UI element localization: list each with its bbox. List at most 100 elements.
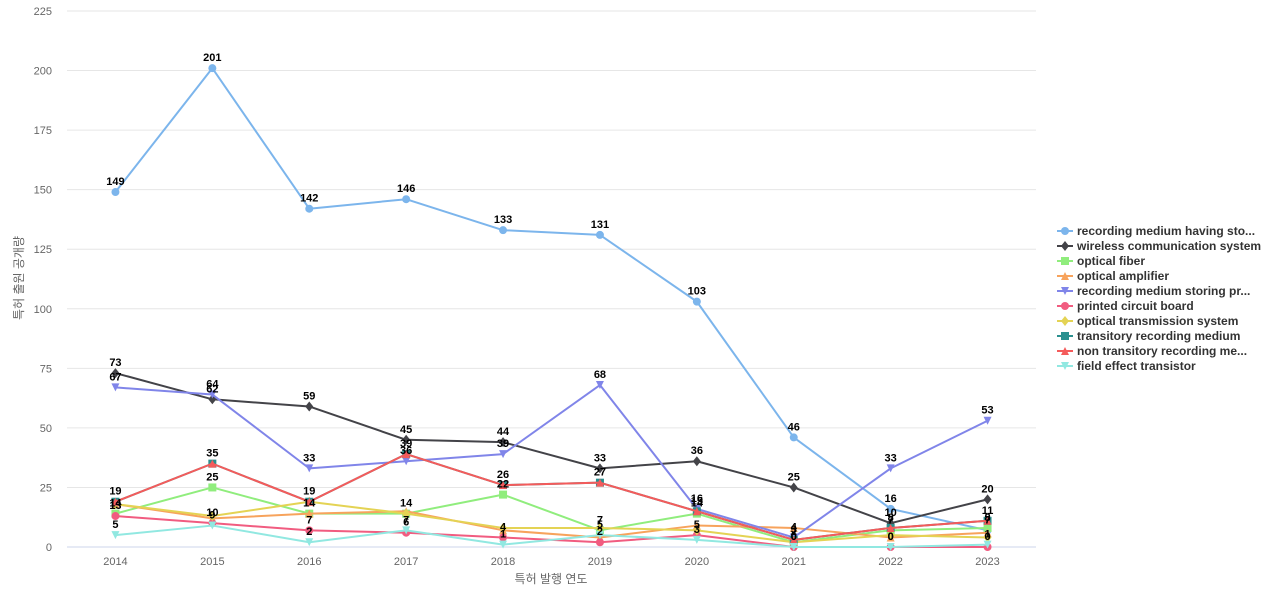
data-point[interactable] [789,433,798,442]
data-point[interactable] [983,532,992,543]
data-point[interactable] [789,482,798,493]
data-point[interactable] [886,464,895,473]
legend-marker[interactable] [1061,332,1069,340]
legend-label: field effect transistor [1077,359,1196,373]
data-point[interactable] [305,204,314,213]
data-point[interactable] [305,401,314,412]
series-line[interactable] [115,384,988,539]
legend-label: wireless communication system [1076,239,1261,253]
series-line[interactable] [115,500,988,544]
legend-item[interactable]: field effect transistor [1057,359,1196,373]
data-point[interactable] [305,497,314,506]
data-point[interactable] [499,226,508,235]
y-tick-label: 175 [34,125,52,137]
data-point[interactable] [208,64,217,73]
legend-marker[interactable] [1061,287,1069,295]
data-point[interactable] [983,494,992,505]
data-point[interactable] [305,538,314,547]
legend-item[interactable]: optical fiber [1057,254,1145,268]
data-point[interactable] [595,230,604,239]
legend-item[interactable]: recording medium storing pr... [1057,284,1250,298]
data-point[interactable] [886,504,895,513]
data-point[interactable] [789,535,798,544]
data-point[interactable] [595,531,604,540]
legend-label: optical fiber [1077,254,1145,268]
data-point[interactable] [499,490,508,499]
data-point[interactable] [983,516,992,525]
data-point[interactable] [499,522,508,533]
data-point[interactable] [692,525,701,536]
data-point[interactable] [111,368,120,379]
legend[interactable]: recording medium having sto...wireless c… [1057,224,1261,373]
legend-item[interactable]: wireless communication system [1057,239,1261,253]
data-label: 25 [788,471,800,483]
data-point[interactable] [499,481,508,490]
data-point[interactable] [499,437,508,448]
legend-marker[interactable] [1061,302,1069,310]
legend-marker[interactable] [1061,257,1069,265]
legend-marker[interactable] [1061,241,1069,251]
series-line[interactable] [115,486,988,544]
data-label: 146 [397,183,415,195]
data-point[interactable] [499,533,508,542]
data-point[interactable] [111,383,120,392]
data-point[interactable] [402,508,411,519]
data-point[interactable] [886,530,895,541]
data-point[interactable] [983,540,992,549]
data-point[interactable] [305,526,314,535]
legend-item[interactable]: optical transmission system [1057,314,1238,328]
data-point[interactable] [595,538,604,547]
data-point[interactable] [402,434,411,445]
data-label: 68 [594,369,606,381]
data-point[interactable] [983,523,992,532]
legend-item[interactable]: non transitory recording me... [1057,344,1247,358]
data-point[interactable] [111,512,120,521]
data-point[interactable] [208,390,217,399]
data-point[interactable] [208,511,217,522]
legend-item[interactable]: printed circuit board [1057,299,1194,313]
legend-item[interactable]: optical amplifier [1057,269,1169,283]
legend-marker[interactable] [1061,316,1069,326]
data-point[interactable] [886,543,895,551]
series-line[interactable] [114,67,988,532]
data-point[interactable] [208,483,217,492]
data-point[interactable] [595,463,604,474]
data-point[interactable] [595,478,604,487]
data-point[interactable] [789,523,798,532]
data-label: 53 [981,405,993,417]
data-point[interactable] [305,509,314,518]
data-point[interactable] [208,459,217,468]
data-point[interactable] [499,540,508,549]
data-point[interactable] [111,188,120,197]
legend-marker[interactable] [1061,227,1069,235]
data-point[interactable] [692,456,701,467]
data-point[interactable] [595,381,604,390]
data-point[interactable] [402,450,411,459]
legend-item[interactable]: transitory recording medium [1057,329,1240,343]
data-point[interactable] [692,297,701,306]
data-point[interactable] [499,450,508,459]
series-line[interactable] [115,503,988,539]
data-point[interactable] [886,523,895,532]
series-line[interactable] [115,453,988,541]
data-point[interactable] [789,543,798,551]
legend-item[interactable]: recording medium having sto... [1057,224,1255,238]
data-point[interactable] [402,526,411,535]
series-line[interactable] [115,524,988,548]
data-point[interactable] [402,195,411,204]
data-point[interactable] [595,522,604,533]
data-point[interactable] [402,457,411,466]
legend-marker[interactable] [1061,272,1069,280]
data-point[interactable] [692,507,701,516]
series-line[interactable] [115,372,988,525]
data-point[interactable] [111,531,120,540]
legend-marker[interactable] [1061,362,1069,370]
legend-marker[interactable] [1061,347,1069,355]
data-point[interactable] [208,521,217,530]
data-point[interactable] [111,497,120,506]
data-point[interactable] [305,464,314,473]
data-label: 27 [594,467,606,479]
data-point[interactable] [983,416,992,425]
data-point[interactable] [692,535,701,544]
